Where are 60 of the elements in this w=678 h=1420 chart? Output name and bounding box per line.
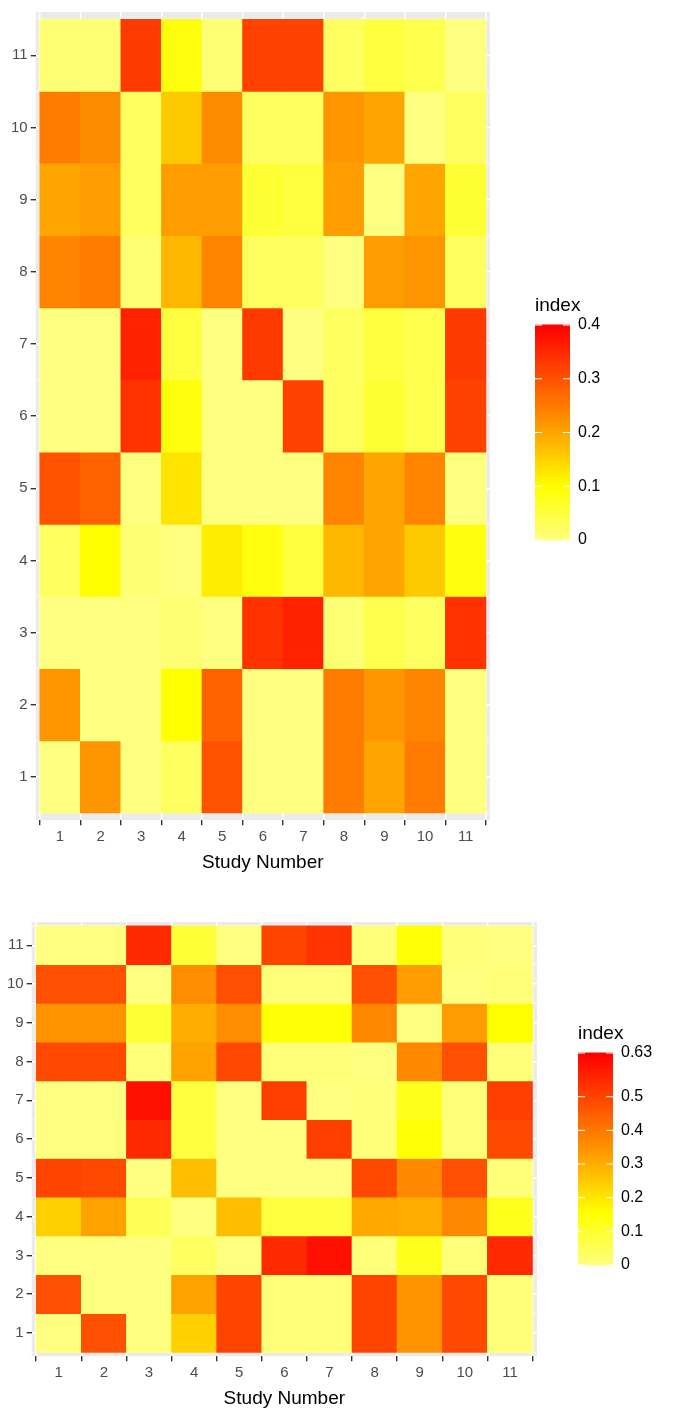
x-tick-label: 6	[258, 827, 268, 845]
x-tick-label: 7	[299, 827, 308, 845]
color-bar-label: 0.5	[621, 1087, 644, 1105]
x-tick-label: 5	[235, 1363, 244, 1381]
x-tick-label: 1	[54, 1363, 63, 1381]
x-tick-label: 11	[502, 1363, 518, 1381]
x-tick-label: 2	[96, 827, 105, 845]
color-bar-title: index	[578, 1022, 624, 1043]
y-tick-label: 9	[19, 189, 28, 207]
y-tick-label: 8	[15, 1051, 24, 1069]
x-axis-title: Study Number	[202, 850, 325, 872]
y-tick-label: 3	[15, 1245, 24, 1263]
x-tick-label: 2	[99, 1363, 109, 1381]
y-tick-label: 2	[15, 1284, 24, 1302]
x-tick-label: 9	[380, 827, 389, 845]
x-tick-label: 11	[457, 827, 474, 845]
color-bar-label: 0.2	[621, 1188, 644, 1206]
y-tick-label: 4	[19, 550, 28, 568]
color-bar-label: 0.1	[621, 1221, 644, 1239]
color-bar-label: 0.4	[621, 1120, 644, 1138]
y-tick-label: 11	[12, 45, 28, 63]
color-bar-label: 0	[621, 1255, 630, 1273]
y-tick-label: 5	[19, 478, 28, 496]
y-tick-label: 1	[15, 1323, 24, 1341]
x-tick-label: 6	[280, 1363, 289, 1381]
x-tick-label: 3	[144, 1363, 154, 1381]
y-tick-label: 10	[7, 974, 24, 992]
y-tick-label: 7	[19, 334, 28, 352]
x-tick-label: 5	[218, 827, 227, 845]
x-tick-label: 4	[177, 827, 186, 845]
y-tick-label: 10	[11, 117, 28, 135]
x-tick-label: 7	[325, 1363, 334, 1381]
color-bar-title: index	[535, 294, 581, 315]
x-tick-label: 4	[189, 1363, 199, 1381]
x-tick-label: 1	[55, 827, 65, 845]
y-tick-label: 1	[19, 767, 28, 785]
x-tick-label: 3	[136, 827, 146, 845]
color-bar-label: 0.63	[621, 1043, 653, 1061]
y-tick-label: 3	[19, 622, 28, 640]
color-bar-label: 0.2	[578, 422, 601, 440]
color-bar-label: 0.3	[621, 1154, 644, 1172]
color-bar-label: 0	[578, 530, 587, 548]
color-bar-label: 0.4	[578, 315, 601, 333]
x-tick-label: 10	[456, 1363, 474, 1381]
x-tick-label: 10	[416, 827, 434, 845]
y-tick-label: 9	[15, 1012, 24, 1030]
y-tick-label: 4	[15, 1206, 24, 1224]
color-bar-label: 0.3	[578, 369, 601, 387]
y-tick-label: 6	[15, 1129, 24, 1147]
y-tick-label: 7	[15, 1090, 24, 1108]
y-tick-label: 2	[19, 694, 28, 712]
x-tick-label: 9	[415, 1363, 424, 1381]
color-bar-label: 0.1	[578, 476, 601, 494]
y-tick-label: 8	[19, 261, 28, 279]
y-tick-label: 6	[19, 406, 28, 424]
x-tick-label: 8	[370, 1363, 379, 1381]
y-tick-label: 11	[8, 935, 24, 953]
y-tick-label: 5	[15, 1168, 24, 1186]
x-tick-label: 8	[339, 827, 349, 845]
x-axis-title: Study Number	[223, 1386, 346, 1408]
